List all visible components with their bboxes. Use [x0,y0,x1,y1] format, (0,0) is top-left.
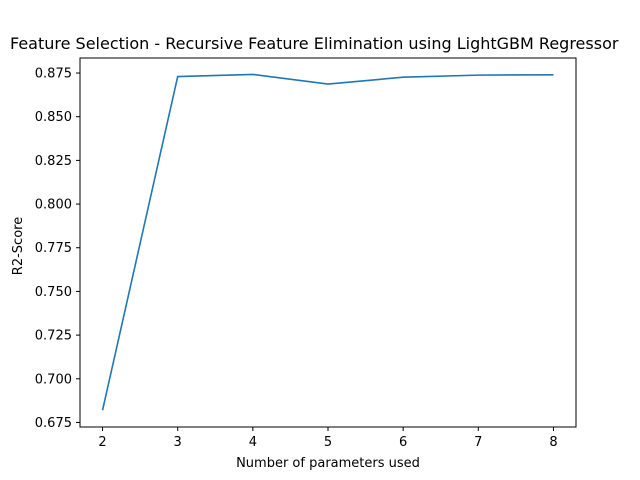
x-tick-label: 7 [474,435,482,450]
chart-title: Feature Selection - Recursive Feature El… [10,34,619,53]
y-tick-label: 0.850 [35,110,72,125]
y-tick-label: 0.750 [35,285,72,300]
y-tick-label: 0.725 [35,329,72,344]
x-tick-label: 4 [249,435,257,450]
y-axis-label: R2-Score [11,217,26,275]
y-tick-label: 0.775 [35,241,72,256]
x-tick-label: 6 [399,435,407,450]
x-axis-label: Number of parameters used [236,456,420,471]
plot-area: 2 3 4 5 6 7 8 0.675 0.700 0.725 0.750 0.775 0.800 0.8… [35,57,577,450]
x-tick-label: 8 [549,435,557,450]
x-tick-label: 3 [174,435,182,450]
y-tick-label: 0.800 [35,198,72,213]
x-tick-label: 2 [98,435,106,450]
y-tick-label: 0.875 [35,67,72,82]
y-tick-label: 0.700 [35,372,72,387]
y-tick-label: 0.825 [35,154,72,169]
x-tick-label: 5 [324,435,332,450]
y-tick-label: 0.675 [35,416,72,431]
